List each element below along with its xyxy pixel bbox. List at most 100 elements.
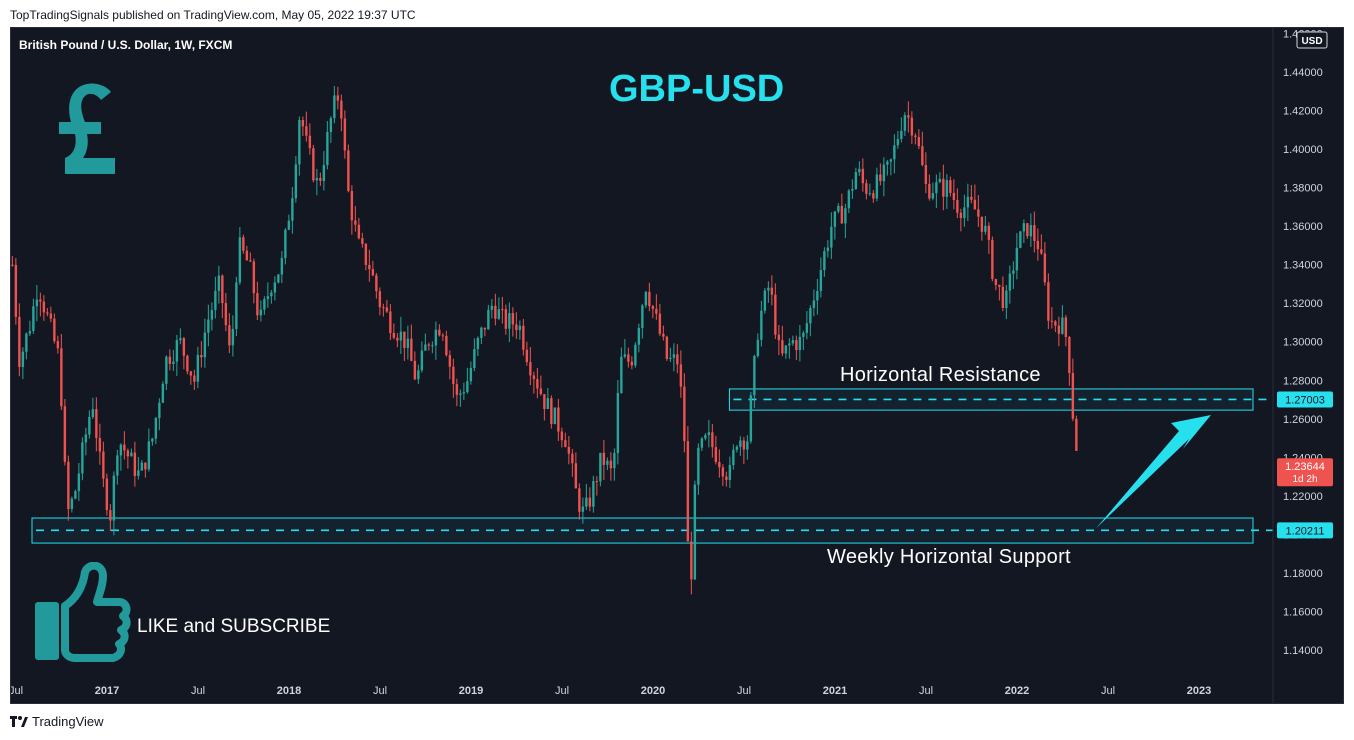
candle-body [88, 416, 91, 435]
candle-body [112, 475, 116, 521]
candle-body [494, 305, 497, 319]
candle-body [392, 333, 396, 338]
candle-body [182, 338, 186, 356]
candle-body [802, 332, 805, 337]
candle-body [854, 172, 858, 190]
candle-body [749, 395, 753, 442]
candle-body [483, 327, 487, 330]
candle-body [840, 205, 844, 224]
candle-body [368, 264, 371, 270]
candle-body [11, 264, 14, 266]
candle-body [333, 95, 336, 119]
candle-body [616, 393, 620, 453]
y-tick-label: 1.16000 [1283, 606, 1323, 618]
candle-body [84, 434, 88, 443]
candle-body [819, 270, 823, 291]
candle-body [375, 275, 378, 292]
candle-body [501, 309, 504, 311]
candle-body [312, 148, 315, 181]
candle-body [165, 356, 168, 384]
candle-body [788, 343, 791, 346]
candle-body [399, 331, 403, 341]
y-tick-label: 1.42000 [1283, 106, 1323, 118]
candle-body [504, 309, 508, 329]
currency-badge-bg [1296, 31, 1328, 49]
candle-body [410, 338, 413, 361]
candle-body [217, 275, 221, 291]
candle-body [588, 497, 592, 507]
candle-body [1036, 240, 1040, 250]
footer-brand[interactable]: TradingView [10, 714, 104, 729]
candle-body [641, 305, 644, 328]
candle-body [371, 269, 375, 276]
candle-body [1019, 231, 1022, 248]
candle-body [32, 306, 35, 332]
candle-body [718, 461, 721, 468]
candle-body [522, 325, 525, 350]
candle-body [746, 441, 749, 450]
candle-body [1005, 290, 1008, 308]
candle-body [1033, 225, 1036, 241]
candle-body [354, 220, 357, 225]
candle-body [721, 467, 725, 477]
candle-body [798, 336, 802, 351]
y-tick-label: 1.44000 [1283, 67, 1323, 79]
candle-body [119, 444, 123, 456]
candle-body [357, 224, 361, 239]
candle-body [655, 308, 658, 314]
candle-body [364, 243, 368, 265]
projection-arrow[interactable] [1096, 414, 1211, 529]
candle-body [1008, 273, 1012, 291]
y-tick-label: 1.28000 [1283, 375, 1323, 387]
candle-body [196, 354, 200, 382]
candle-body [18, 316, 21, 368]
candle-body [144, 462, 147, 470]
candle-body [777, 334, 781, 341]
candle-body [74, 491, 77, 499]
candle-body [784, 345, 788, 354]
candle-body [382, 307, 385, 309]
candle-body [952, 192, 956, 200]
candle-body [606, 460, 609, 465]
candle-body [585, 497, 588, 507]
candle-body [476, 337, 480, 350]
candle-body [949, 180, 952, 193]
candle-body [931, 193, 935, 199]
candle-body [868, 193, 872, 195]
chart-panel[interactable]: 1.140001.160001.180001.200001.220001.240… [10, 27, 1344, 704]
candle-body [739, 440, 742, 447]
candle-body [753, 356, 756, 396]
candle-body [249, 260, 252, 262]
candle-body [420, 350, 424, 371]
candle-body [158, 402, 161, 419]
candle-body [270, 292, 273, 297]
candle-body [448, 355, 452, 367]
candle-body [42, 301, 46, 313]
y-tick-label: 1.26000 [1283, 414, 1323, 426]
currency-badge[interactable]: USD [1296, 31, 1328, 49]
candle-body [305, 126, 308, 136]
candle-body [770, 287, 774, 295]
candle-body [1068, 336, 1071, 374]
projection-arrow-shape [1096, 414, 1211, 529]
candle-body [627, 354, 630, 362]
candle-body [910, 117, 914, 136]
candle-body [973, 199, 977, 210]
candle-body [266, 296, 270, 300]
candle-body [179, 338, 182, 341]
candle-body [161, 383, 165, 403]
candle-body [704, 435, 707, 439]
candle-body [301, 120, 305, 127]
y-tick-label: 1.22000 [1283, 491, 1323, 503]
candle-body [189, 371, 193, 376]
y-tick-label: 1.18000 [1283, 568, 1323, 580]
thumbs-up-icon [35, 562, 131, 662]
candle-body [273, 282, 277, 293]
y-tick-label: 1.14000 [1283, 645, 1323, 657]
price-chart[interactable]: 1.140001.160001.180001.200001.220001.240… [11, 28, 1344, 704]
candle-body [263, 299, 266, 310]
candle-body [53, 318, 56, 342]
candle-body [256, 293, 259, 316]
candle-body [658, 313, 662, 334]
